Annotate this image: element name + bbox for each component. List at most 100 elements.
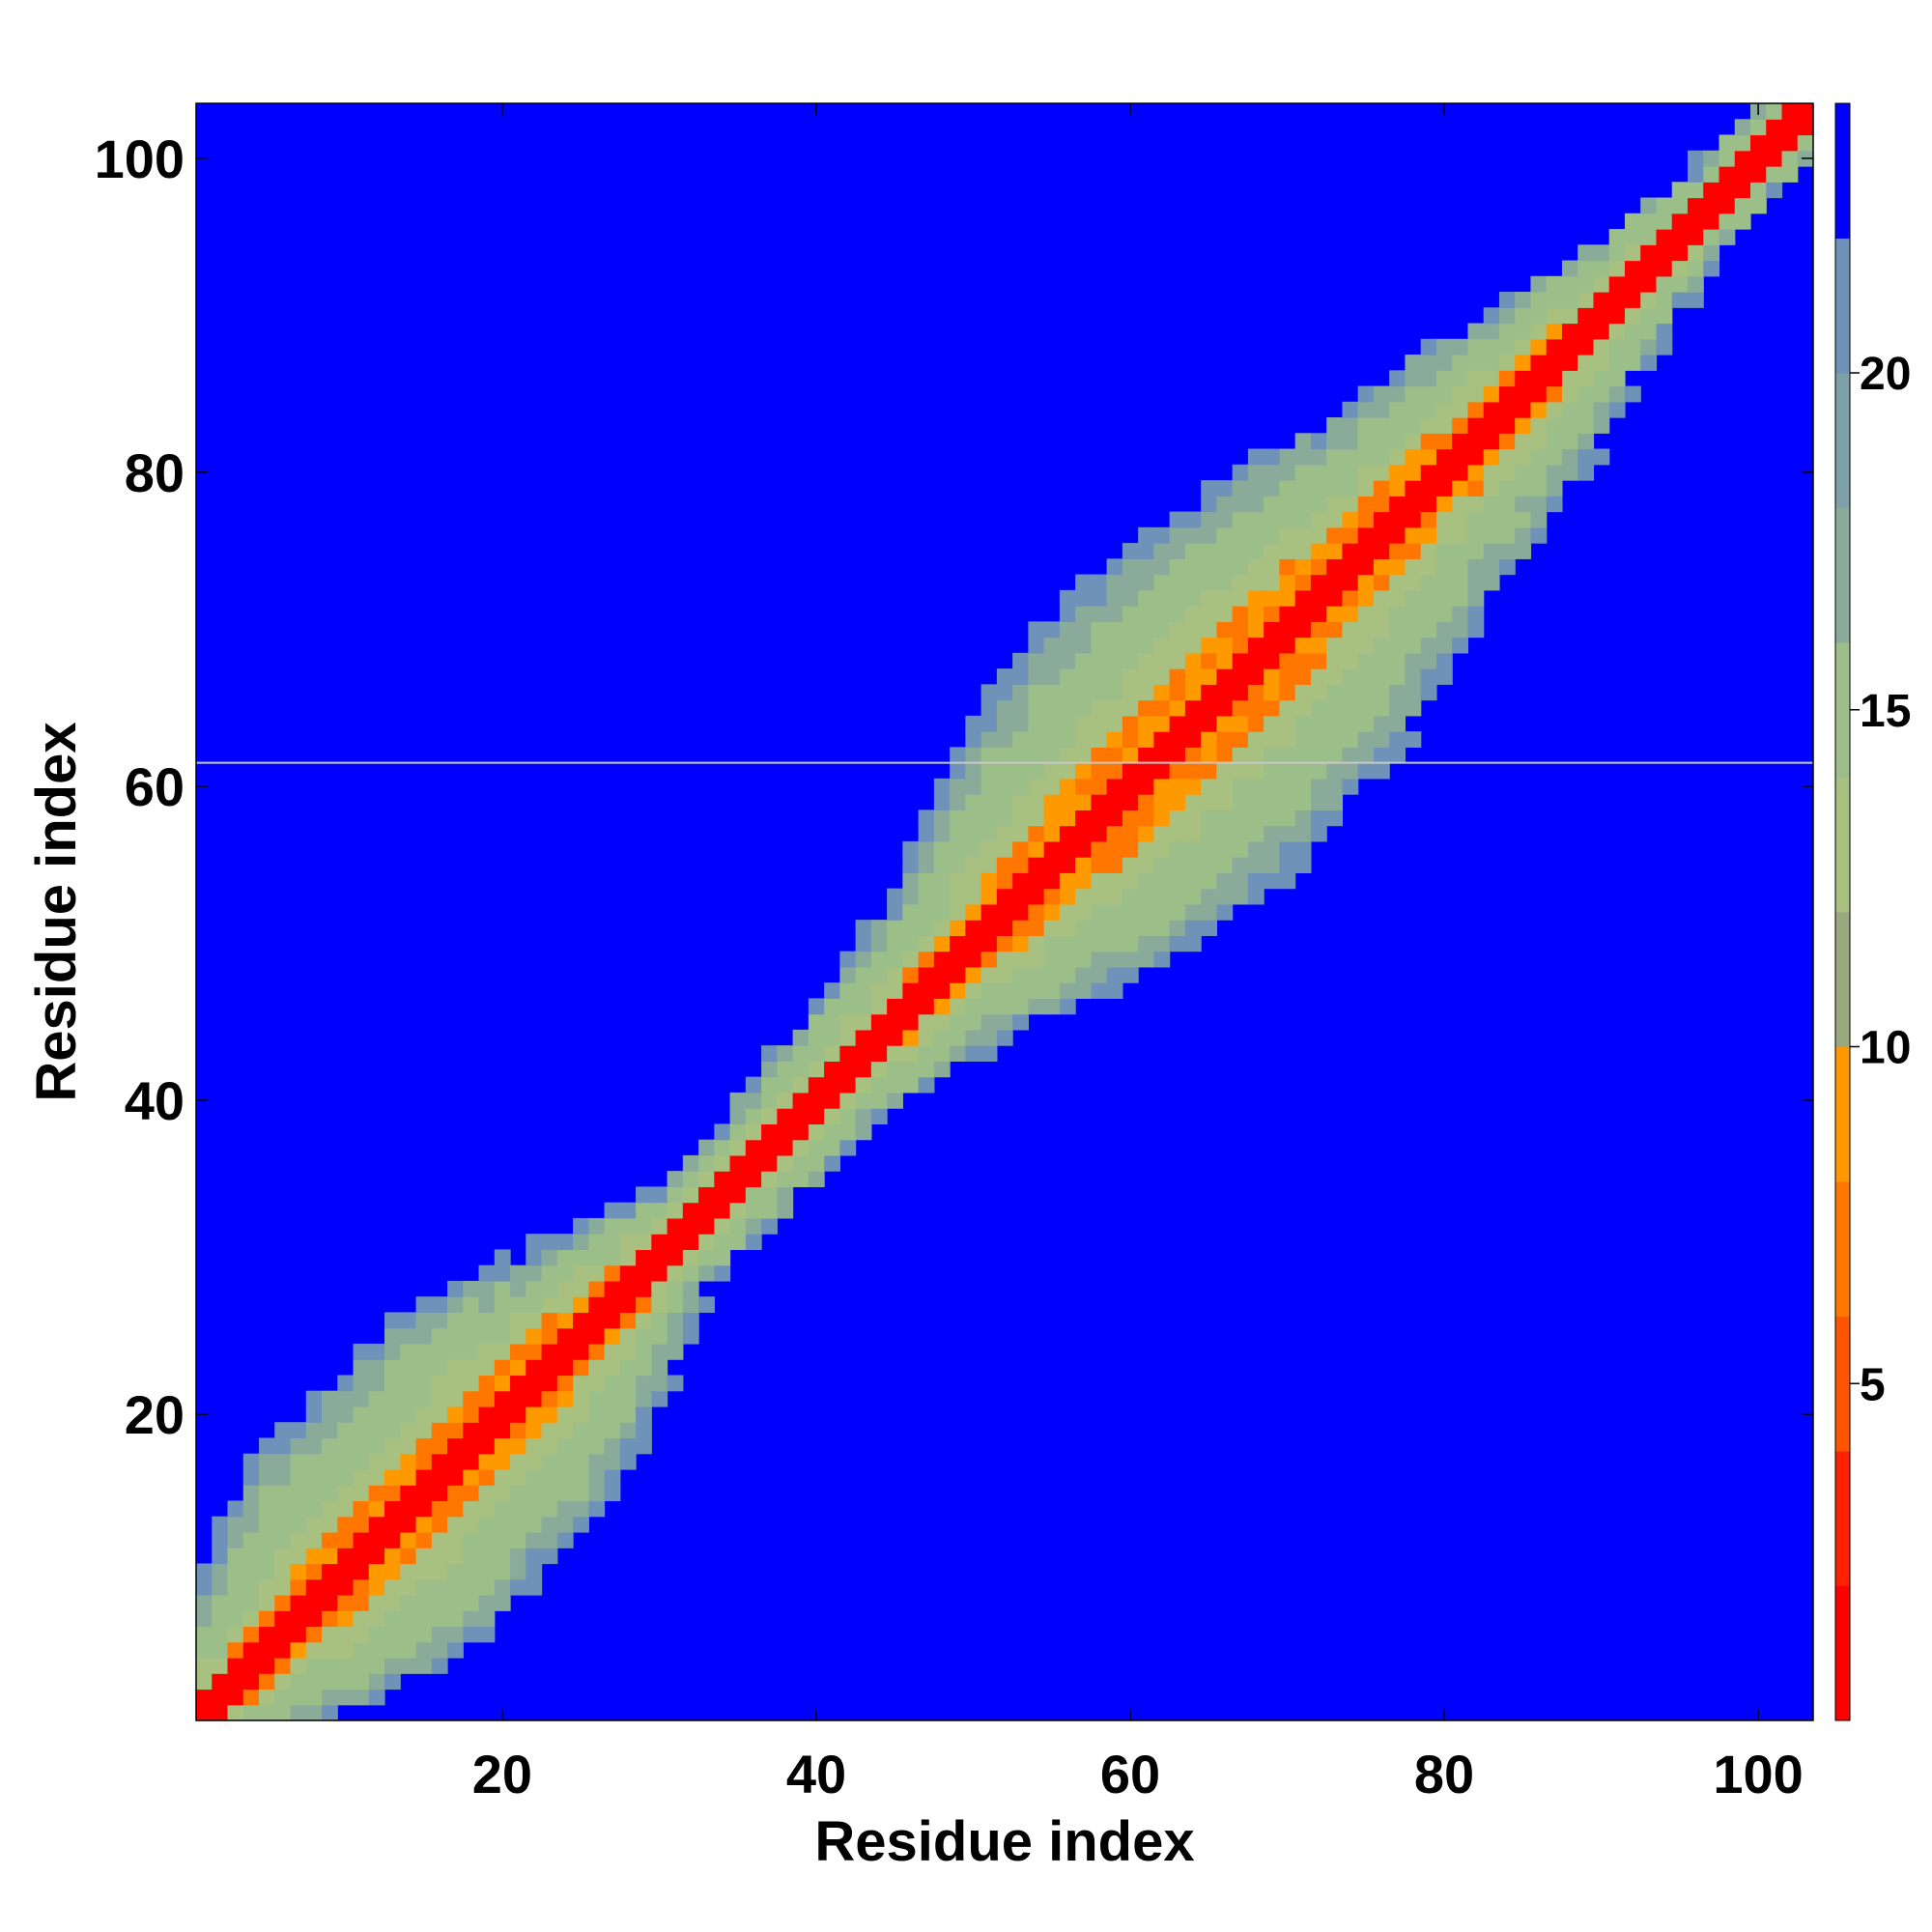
heatmap-cell (259, 1548, 275, 1565)
heatmap-cell (1515, 496, 1532, 513)
heatmap-cell (368, 1406, 385, 1423)
heatmap-cell (447, 1359, 464, 1377)
heatmap-cell (541, 1343, 558, 1360)
heatmap-cell (478, 1437, 496, 1455)
heatmap-cell (1467, 480, 1485, 497)
heatmap-cell (447, 1390, 464, 1407)
heatmap-cell (1766, 150, 1783, 167)
heatmap-cell (1106, 951, 1123, 968)
heatmap-cell (902, 982, 920, 999)
heatmap-cell (1184, 840, 1202, 858)
heatmap-cell (337, 1673, 355, 1690)
heatmap-cell (1201, 810, 1218, 827)
heatmap-cell (1640, 229, 1658, 245)
heatmap-cell (965, 810, 982, 827)
heatmap-cell (447, 1563, 464, 1580)
heatmap-cell (337, 1531, 355, 1548)
heatmap-cell (368, 1390, 385, 1407)
heatmap-cell (1059, 699, 1076, 717)
heatmap-cell (526, 1485, 543, 1502)
heatmap-cell (1264, 794, 1281, 810)
heatmap-cell (855, 920, 872, 936)
heatmap-cell (353, 1406, 370, 1423)
heatmap-cell (384, 1626, 401, 1643)
heatmap-cell (556, 1234, 574, 1251)
heatmap-cell (1232, 496, 1249, 513)
heatmap-cell (729, 1108, 747, 1125)
heatmap-cell (1515, 385, 1532, 403)
heatmap-cell (1546, 275, 1563, 293)
heatmap-cell (1232, 621, 1249, 639)
heatmap-cell (1138, 903, 1154, 921)
heatmap-cell (1342, 464, 1359, 481)
heatmap-cell (1106, 574, 1123, 591)
heatmap-cell (887, 982, 903, 999)
heatmap-cell (619, 1312, 637, 1329)
heatmap-cell (1389, 370, 1406, 387)
heatmap-cell (463, 1626, 480, 1643)
heatmap-cell (604, 1202, 621, 1219)
heatmap-cell (1169, 621, 1186, 639)
heatmap-cell (1656, 260, 1673, 277)
heatmap-cell (1043, 982, 1061, 999)
heatmap-cell (1122, 668, 1139, 685)
heatmap-cell (447, 1327, 464, 1345)
heatmap-cell (1122, 872, 1139, 890)
heatmap-cell (1184, 684, 1202, 701)
heatmap-cell (526, 1578, 543, 1596)
heatmap-cell (933, 1029, 951, 1046)
heatmap-cell (918, 857, 935, 873)
heatmap-cell (478, 1375, 496, 1392)
heatmap-cell (667, 1234, 684, 1251)
heatmap-cell (1703, 150, 1720, 167)
heatmap-cell (1153, 920, 1171, 936)
heatmap-cell (431, 1610, 448, 1628)
heatmap-cell (698, 1186, 715, 1204)
heatmap-cell (353, 1343, 370, 1360)
heatmap-cell (1075, 920, 1092, 936)
heatmap-cell (1593, 307, 1610, 325)
heatmap-cell (1435, 355, 1453, 371)
heatmap-cell (1075, 637, 1092, 654)
heatmap-cell (1043, 810, 1061, 827)
heatmap-cell (777, 1108, 794, 1125)
heatmap-cell (478, 1578, 496, 1596)
heatmap-cell (494, 1578, 511, 1596)
heatmap-cell (1122, 951, 1139, 968)
heatmap-cell (1781, 166, 1799, 183)
heatmap-cell (1342, 762, 1359, 780)
heatmap-cell (242, 1531, 260, 1548)
heatmap-cell (541, 1375, 558, 1392)
heatmap-cell (1389, 715, 1406, 732)
heatmap-cell (1593, 355, 1610, 371)
heatmap-cell (274, 1563, 292, 1580)
heatmap-cell (274, 1594, 292, 1611)
heatmap-cell (494, 1390, 511, 1407)
heatmap-cell (1122, 699, 1139, 717)
heatmap-cell (1326, 543, 1344, 559)
heatmap-cell (1106, 637, 1123, 654)
heatmap-cell (1326, 652, 1344, 669)
heatmap-cell (1405, 652, 1422, 669)
heatmap-cell (682, 1154, 699, 1172)
heatmap-cell (839, 1123, 857, 1141)
heatmap-cell (902, 920, 920, 936)
heatmap-cell (322, 1485, 338, 1502)
heatmap-cell (1656, 275, 1673, 293)
heatmap-cell (290, 1563, 307, 1580)
heatmap-cell (1153, 794, 1171, 810)
heatmap-cell (965, 966, 982, 983)
heatmap-cell (887, 998, 903, 1015)
heatmap-cell (353, 1578, 370, 1596)
heatmap-cell (1216, 652, 1234, 669)
heatmap-cell (431, 1657, 448, 1674)
heatmap-cell (526, 1500, 543, 1518)
heatmap-cell (1247, 511, 1264, 528)
heatmap-cell (447, 1375, 464, 1392)
heatmap-cell (1452, 496, 1469, 513)
heatmap-cell (431, 1594, 448, 1611)
heatmap-cell (1122, 684, 1139, 701)
heatmap-cell (1184, 637, 1202, 654)
heatmap-cell (305, 1548, 323, 1565)
heatmap-cell (1294, 668, 1312, 685)
